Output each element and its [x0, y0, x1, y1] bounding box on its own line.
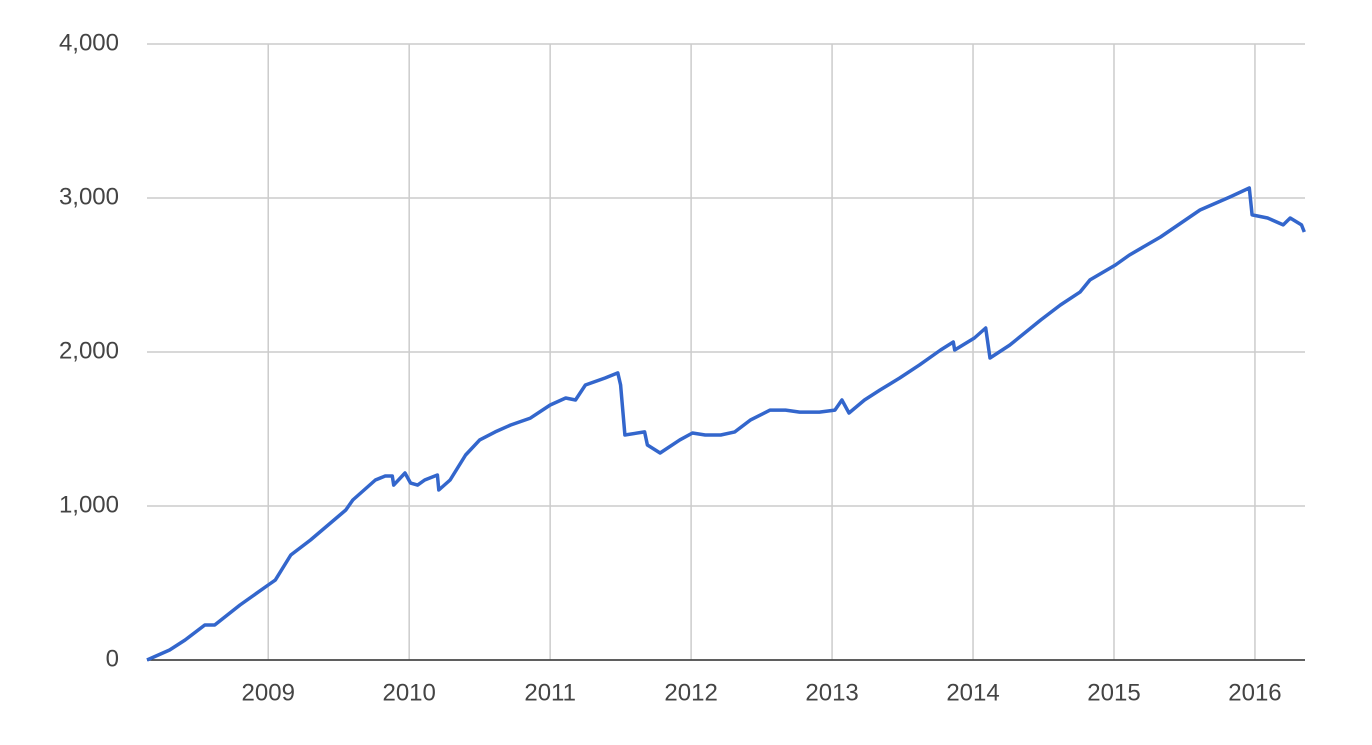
y-tick-label: 0: [106, 645, 119, 672]
x-tick-label: 2012: [664, 679, 717, 706]
x-tick-label: 2010: [382, 679, 435, 706]
x-tick-label: 2014: [946, 679, 999, 706]
x-tick-label: 2013: [805, 679, 858, 706]
x-tick-label: 2009: [242, 679, 295, 706]
x-tick-label: 2011: [524, 679, 576, 706]
y-tick-label: 2,000: [59, 337, 119, 364]
y-tick-label: 1,000: [59, 491, 119, 518]
x-tick-label: 2016: [1228, 679, 1281, 706]
y-tick-label: 4,000: [59, 29, 119, 56]
x-tick-label: 2015: [1087, 679, 1140, 706]
y-tick-label: 3,000: [59, 183, 119, 210]
data-line: [146, 186, 1306, 662]
